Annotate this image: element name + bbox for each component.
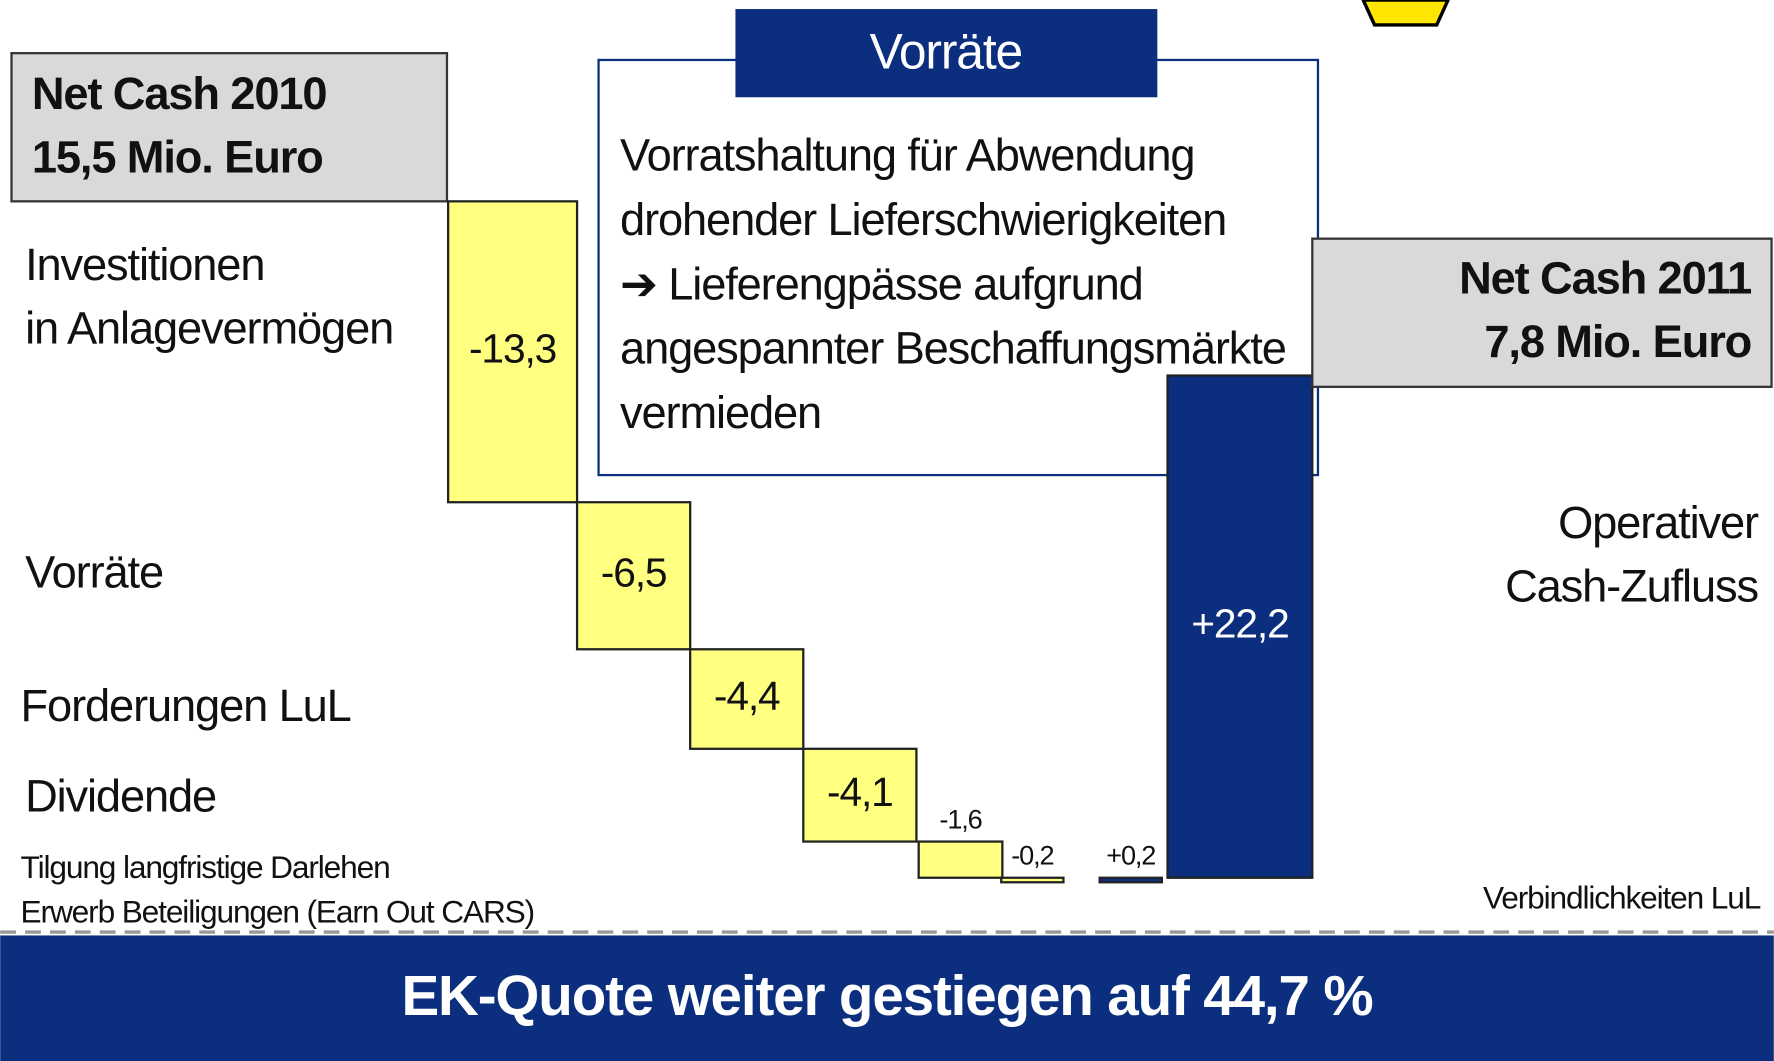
- category-label: Vorräte: [25, 547, 163, 598]
- banner-text: EK-Quote weiter gestiegen auf 44,7 %: [401, 964, 1372, 1027]
- annotation-header: [735, 9, 1158, 98]
- annotation-line: drohender Lieferschwierigkeiten: [620, 194, 1226, 245]
- start-value: 15,5 Mio. Euro: [32, 132, 323, 183]
- annotation-line: vermieden: [620, 387, 821, 438]
- bar: [689, 648, 805, 750]
- value-label: -4,4: [714, 673, 780, 719]
- category-label: Erwerb Beteiligungen (Earn Out CARS): [21, 893, 535, 929]
- end-title: Net Cash 2011: [1459, 253, 1751, 304]
- bar: [1166, 374, 1314, 879]
- category-label: Tilgung langfristige Darlehen: [21, 849, 390, 885]
- value-label: +22,2: [1191, 600, 1288, 646]
- category-label: Forderungen LuL: [21, 680, 351, 731]
- category-label: Verbindlichkeiten LuL: [1483, 880, 1761, 916]
- end-value: 7,8 Mio. Euro: [1484, 316, 1751, 367]
- annotation-title: Vorräte: [870, 24, 1022, 80]
- category-label: Operativer: [1558, 497, 1759, 548]
- value-label: -6,5: [601, 549, 667, 595]
- value-label: -13,3: [469, 326, 556, 372]
- logo: [1361, 0, 1450, 27]
- value-label: -1,6: [939, 803, 981, 834]
- category-label: Investitionen: [25, 239, 264, 290]
- end-box: [1311, 237, 1773, 388]
- bar: [917, 840, 1004, 879]
- bar: [575, 501, 692, 651]
- category-label: in Anlagevermögen: [25, 302, 393, 353]
- category-label: Cash-Zufluss: [1505, 560, 1758, 611]
- annotation-line: Vorratshaltung für Abwendung: [620, 129, 1194, 180]
- annotation-line: angespannter Beschaffungsmärkte: [620, 323, 1286, 374]
- annotation-line: ➔ Lieferengpässe aufgrund: [620, 258, 1143, 309]
- value-label: -4,1: [827, 769, 893, 815]
- value-label: +0,2: [1106, 840, 1155, 871]
- bar: [1000, 876, 1065, 884]
- bar: [802, 747, 918, 843]
- bar: [1098, 876, 1163, 884]
- bar: [446, 200, 579, 504]
- value-label: -0,2: [1011, 840, 1053, 871]
- category-label: Dividende: [25, 771, 216, 822]
- banner: [0, 935, 1774, 1061]
- start-box: [10, 52, 449, 203]
- start-title: Net Cash 2010: [32, 68, 327, 119]
